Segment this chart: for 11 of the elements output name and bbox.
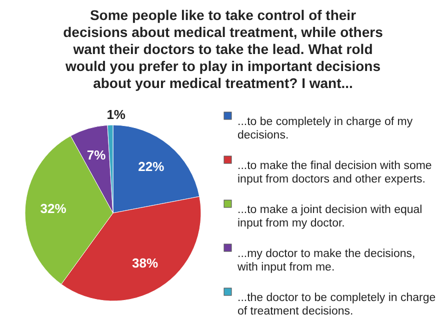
- legend-label: ...the doctor to be completely in charge of treatment decisions.: [238, 292, 436, 318]
- data-label: 7%: [86, 148, 106, 163]
- data-label: 32%: [40, 201, 67, 216]
- data-label: 38%: [132, 256, 159, 271]
- legend-label: ...to make a joint decision with equal input from my doctor.: [238, 204, 422, 230]
- data-label: 1%: [106, 107, 126, 122]
- data-label: 22%: [138, 158, 165, 174]
- legend-label: ...to be completely in charge of my decisions.: [238, 116, 413, 142]
- legend-label: ...to make the final decision with some input from doctors and other experts.: [238, 160, 432, 186]
- legend-label: ...my doctor to make the decisions, with input from me.: [236, 248, 416, 274]
- chart-title: Some people like to take control of their decisions about medical treatment, while others want their doctors to take the lead. What rold would you prefer to play in important decisions about your medical treatment? I want...: [63, 7, 384, 91]
